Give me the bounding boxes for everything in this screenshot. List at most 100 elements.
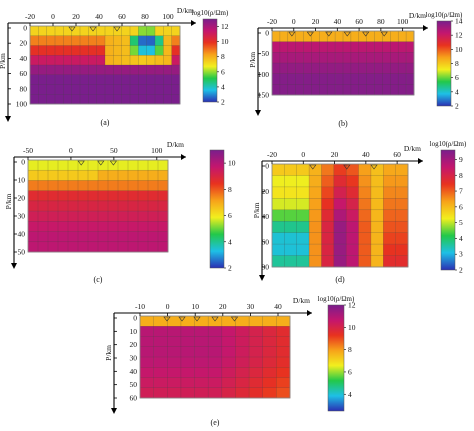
section-cell xyxy=(118,241,129,253)
section-cell xyxy=(78,160,89,171)
section-cell xyxy=(221,346,236,358)
x-tick-label: 40 xyxy=(95,12,103,21)
section-cell xyxy=(262,326,277,337)
section-cell xyxy=(138,211,149,222)
section-cell xyxy=(194,336,209,348)
station-marker xyxy=(380,31,388,37)
section-cell xyxy=(148,170,159,181)
section-cell xyxy=(272,221,285,233)
section-cell xyxy=(235,346,250,358)
section-cell xyxy=(180,357,195,368)
section-cell xyxy=(343,41,352,53)
section-cell xyxy=(333,209,347,222)
section-cell xyxy=(155,55,164,66)
section-cell xyxy=(38,231,49,243)
section-cell xyxy=(80,84,89,95)
x-tick-label: 50 xyxy=(110,146,118,155)
section-cell xyxy=(30,94,39,105)
section-cell xyxy=(333,255,347,268)
section-cell xyxy=(358,221,372,233)
colorbar: 10 8 6 4 2 xyxy=(209,149,236,273)
x-tick-label: 80 xyxy=(377,17,385,26)
section-cell xyxy=(46,84,56,95)
section-cell xyxy=(46,65,56,76)
section-cell xyxy=(249,316,264,327)
section-cell xyxy=(138,94,147,105)
section-cell xyxy=(140,336,154,348)
section-cell xyxy=(153,377,168,389)
section-cell xyxy=(370,186,384,199)
section-cell xyxy=(128,231,139,243)
y-tick-label: 30 xyxy=(18,212,26,221)
colorbar-tick-label: 4 xyxy=(228,237,232,246)
colorbar-gradient xyxy=(209,149,225,269)
section-cell xyxy=(71,35,81,46)
section-cell xyxy=(148,190,159,202)
section-cell xyxy=(163,84,172,95)
section-cell xyxy=(138,65,147,76)
section-cell xyxy=(128,221,139,232)
section-cell xyxy=(321,175,335,188)
y-tick-label: 60 xyxy=(20,69,28,78)
section-cell xyxy=(296,232,310,245)
x-axis-label: D/km xyxy=(293,296,310,305)
section-cell xyxy=(383,198,396,211)
x-tick-label: 0 xyxy=(51,12,55,21)
station-marker xyxy=(288,31,296,37)
section-cell xyxy=(358,63,367,74)
section-cell xyxy=(279,41,289,53)
section-cell xyxy=(358,41,367,53)
colorbar-tick-label: 9 xyxy=(459,155,463,164)
section-cell xyxy=(221,357,236,368)
section-cell xyxy=(128,180,139,191)
section-cell xyxy=(406,73,415,85)
section-cell xyxy=(98,180,109,191)
x-tick-labels: -10 0 10 20 30 40 xyxy=(135,302,282,316)
section-cell xyxy=(390,52,399,64)
section-cell xyxy=(276,326,291,337)
section-cell xyxy=(121,74,131,85)
section-cell xyxy=(155,65,164,76)
x-tick-label: 30 xyxy=(247,302,255,311)
section-cell xyxy=(358,175,372,188)
y-axis-label: P/km xyxy=(104,345,113,361)
section-cell xyxy=(335,31,344,42)
section-cell xyxy=(38,241,49,253)
y-axis-label: P/km xyxy=(248,52,257,68)
colorbar-gradient xyxy=(436,20,452,107)
section-cell xyxy=(358,209,372,222)
section-cell xyxy=(370,164,384,176)
section-cell xyxy=(108,231,119,243)
section-cell xyxy=(167,387,182,399)
section-cell xyxy=(105,55,114,66)
colorbar-tick-label: 4 xyxy=(348,390,352,399)
x-axis-label: D/km xyxy=(404,144,421,153)
section-cell xyxy=(284,175,298,188)
section-cell xyxy=(311,73,320,85)
y-tick-label: 100 xyxy=(16,100,28,109)
section-cell xyxy=(46,45,56,56)
section-cell xyxy=(105,26,114,37)
plot-frame xyxy=(27,159,169,253)
x-tick-label: 20 xyxy=(72,12,80,21)
section-cell xyxy=(130,74,139,85)
section-cell xyxy=(28,241,39,253)
section-cell xyxy=(88,211,99,222)
y-tick-label: 30 xyxy=(130,354,138,363)
x-tick-label: 10 xyxy=(191,302,199,311)
section-cell xyxy=(88,221,99,232)
section-cell xyxy=(118,170,129,181)
section-cell xyxy=(121,84,131,95)
section-cell xyxy=(398,63,407,74)
panel-caption: (b) xyxy=(338,119,348,128)
section-cell xyxy=(121,94,131,105)
x-tick-labels: -20 0 20 40 60 80 100 xyxy=(267,17,409,31)
colorbar-tick-label: 8 xyxy=(221,52,225,61)
colorbar-tick-label: 8 xyxy=(455,59,459,68)
colorbar-tick-label: 5 xyxy=(459,218,463,227)
section-cell xyxy=(350,52,360,64)
section-cell xyxy=(311,31,320,42)
section-cell xyxy=(235,326,250,337)
section-cell xyxy=(38,221,49,232)
section-cell xyxy=(163,35,172,46)
